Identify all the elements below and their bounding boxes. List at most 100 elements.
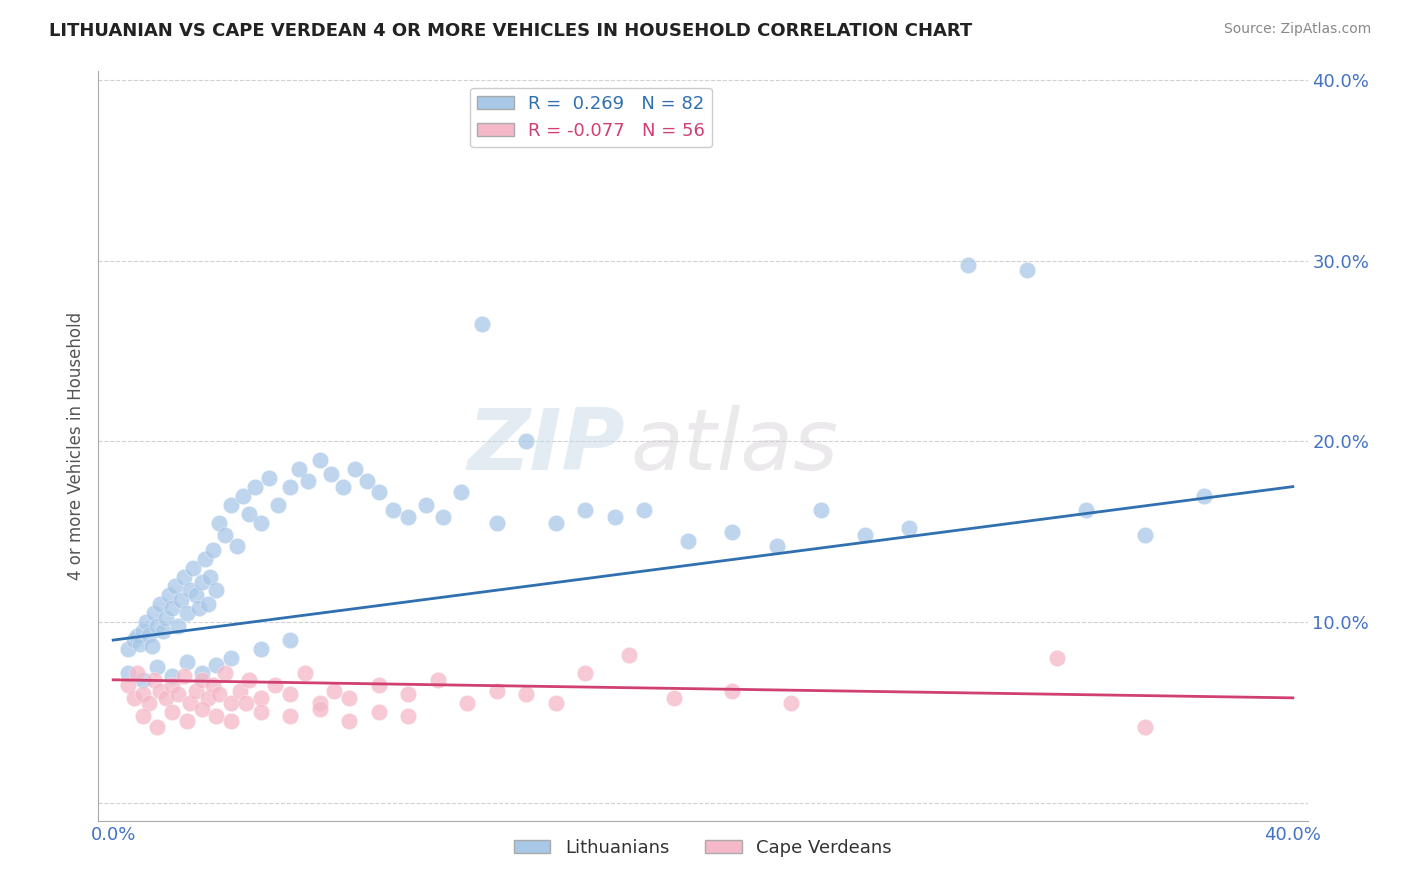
Point: [898, 521, 921, 535]
Point: [957, 258, 980, 272]
Text: atlas: atlas: [630, 404, 838, 488]
Point: [165, 579, 187, 593]
Point: [117, 678, 139, 692]
Point: [485, 516, 508, 530]
Point: [450, 485, 472, 500]
Point: [184, 588, 207, 602]
Point: [810, 503, 832, 517]
Point: [332, 480, 354, 494]
Point: [214, 665, 236, 680]
Point: [396, 687, 419, 701]
Point: [141, 639, 163, 653]
Point: [138, 628, 160, 642]
Point: [264, 678, 287, 692]
Point: [135, 615, 157, 629]
Point: [619, 648, 641, 662]
Point: [343, 461, 366, 475]
Point: [678, 533, 700, 548]
Point: [238, 673, 260, 687]
Point: [278, 709, 301, 723]
Point: [259, 470, 281, 484]
Point: [267, 498, 290, 512]
Point: [243, 480, 266, 494]
Point: [853, 528, 876, 542]
Point: [176, 606, 198, 620]
Point: [190, 575, 212, 590]
Point: [574, 503, 596, 517]
Point: [149, 597, 172, 611]
Point: [1135, 528, 1157, 542]
Point: [194, 552, 217, 566]
Point: [633, 503, 655, 517]
Point: [1135, 720, 1157, 734]
Point: [426, 673, 449, 687]
Point: [367, 678, 389, 692]
Point: [515, 687, 537, 701]
Point: [146, 618, 169, 632]
Point: [205, 658, 228, 673]
Point: [208, 687, 231, 701]
Point: [515, 434, 537, 449]
Point: [229, 683, 252, 698]
Point: [179, 582, 201, 597]
Point: [146, 720, 169, 734]
Point: [131, 709, 153, 723]
Point: [308, 696, 330, 710]
Point: [321, 467, 343, 481]
Point: [128, 637, 150, 651]
Point: [485, 683, 508, 698]
Point: [323, 683, 346, 698]
Point: [125, 665, 148, 680]
Point: [1017, 263, 1039, 277]
Point: [232, 489, 254, 503]
Point: [122, 633, 145, 648]
Point: [1076, 503, 1098, 517]
Point: [356, 474, 378, 488]
Point: [146, 660, 169, 674]
Point: [200, 570, 222, 584]
Point: [382, 503, 405, 517]
Y-axis label: 4 or more Vehicles in Household: 4 or more Vehicles in Household: [66, 312, 84, 580]
Point: [337, 690, 360, 705]
Point: [226, 539, 249, 553]
Point: [765, 539, 787, 553]
Point: [149, 683, 172, 698]
Point: [249, 642, 271, 657]
Point: [181, 561, 204, 575]
Point: [179, 696, 201, 710]
Point: [160, 706, 183, 720]
Point: [219, 498, 242, 512]
Point: [202, 678, 225, 692]
Point: [205, 582, 228, 597]
Point: [122, 690, 145, 705]
Point: [574, 665, 596, 680]
Point: [308, 702, 330, 716]
Point: [167, 618, 190, 632]
Point: [184, 683, 207, 698]
Point: [249, 706, 271, 720]
Point: [160, 669, 183, 683]
Point: [208, 516, 231, 530]
Point: [117, 642, 139, 657]
Point: [125, 630, 148, 644]
Point: [456, 696, 478, 710]
Point: [432, 510, 454, 524]
Point: [197, 690, 219, 705]
Point: [219, 696, 242, 710]
Text: LITHUANIAN VS CAPE VERDEAN 4 OR MORE VEHICLES IN HOUSEHOLD CORRELATION CHART: LITHUANIAN VS CAPE VERDEAN 4 OR MORE VEH…: [49, 22, 973, 40]
Point: [167, 687, 190, 701]
Point: [603, 510, 626, 524]
Point: [278, 633, 301, 648]
Point: [214, 528, 236, 542]
Point: [131, 624, 153, 638]
Point: [219, 714, 242, 729]
Point: [662, 690, 685, 705]
Point: [308, 452, 330, 467]
Point: [155, 611, 177, 625]
Legend: Lithuanians, Cape Verdeans: Lithuanians, Cape Verdeans: [508, 831, 898, 864]
Point: [187, 600, 209, 615]
Point: [780, 696, 803, 710]
Point: [721, 683, 744, 698]
Point: [197, 597, 219, 611]
Point: [396, 709, 419, 723]
